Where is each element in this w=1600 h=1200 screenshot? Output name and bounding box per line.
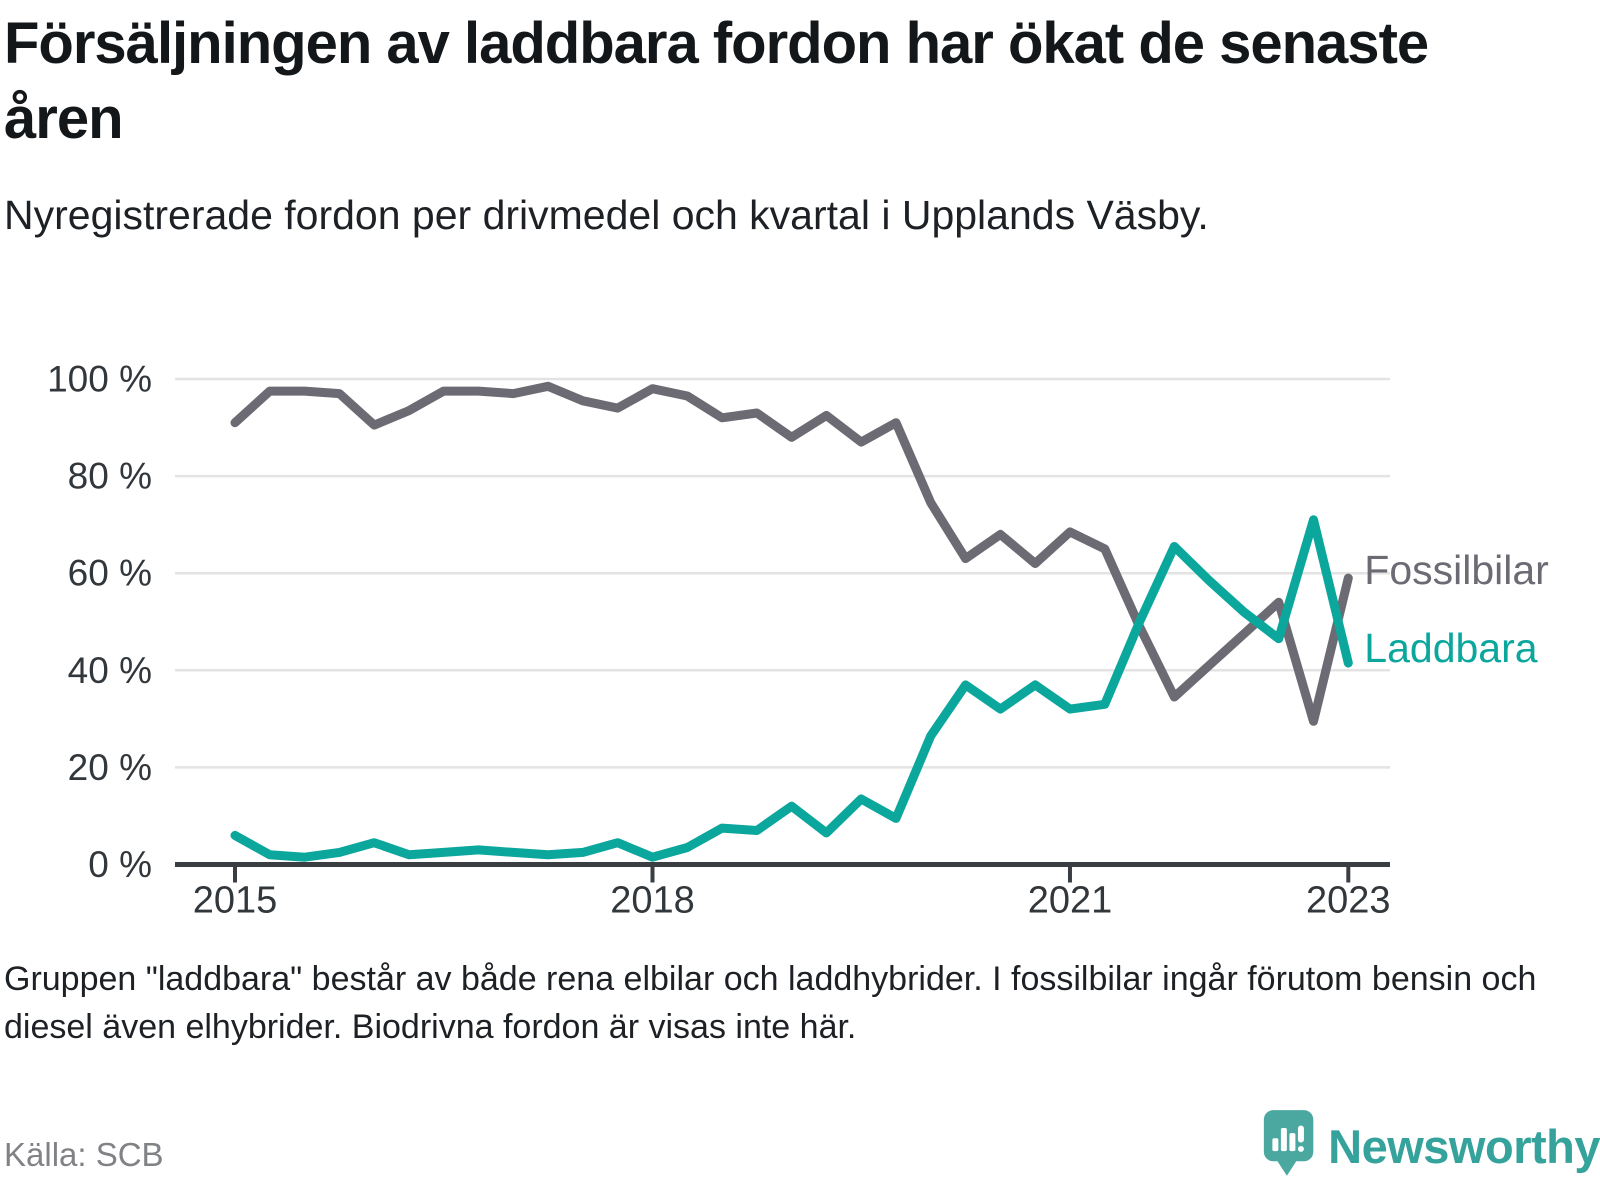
page-title: Försäljningen av laddbara fordon har öka… [4, 11, 1429, 152]
x-axis-tick-label: 2021 [1028, 879, 1113, 921]
newsworthy-logo: Newsworthy [1263, 1103, 1600, 1200]
legend-label-fossilbilar: Fossilbilar [1364, 547, 1549, 593]
y-axis-tick-label: 0 % [88, 844, 152, 885]
y-axis-tick-label: 40 % [68, 650, 152, 691]
newsworthy-pin-icon [1263, 1110, 1314, 1176]
legend-label-laddbara: Laddbara [1364, 625, 1537, 671]
y-axis-tick-label: 20 % [68, 747, 152, 788]
source-label: Källa: SCB [4, 1136, 164, 1173]
y-axis-tick-label: 80 % [68, 456, 152, 497]
x-axis-tick-label: 2018 [610, 879, 695, 921]
series-line-laddbara [230, 515, 1353, 862]
chart-footnote: Gruppen "laddbara" består av både rena e… [4, 960, 1537, 1046]
newsworthy-wordmark: Newsworthy [1328, 1120, 1600, 1173]
series-line-fossilbilar [230, 381, 1353, 726]
y-axis-tick-label: 60 % [68, 553, 152, 594]
y-axis-tick-label: 100 % [47, 359, 152, 400]
page-subtitle: Nyregistrerade fordon per drivmedel och … [4, 192, 1209, 238]
x-axis-tick-label: 2015 [193, 879, 278, 921]
x-axis-tick-label: 2023 [1306, 879, 1391, 921]
